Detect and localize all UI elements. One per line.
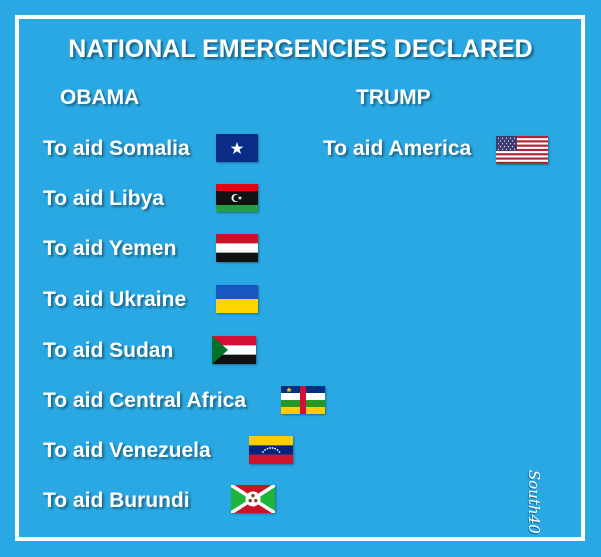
obama-item-venezuela: To aid Venezuela: [43, 439, 211, 462]
obama-item-central-africa: To aid Central Africa: [43, 389, 247, 412]
usa-flag-icon: [496, 136, 548, 164]
page-title: NATIONAL EMERGENCIES DECLARED: [68, 35, 533, 63]
obama-item-burundi: To aid Burundi: [43, 489, 190, 512]
burundi-flag-icon: [231, 485, 275, 513]
obama-heading: OBAMA: [60, 86, 140, 109]
sudan-flag-icon: [212, 336, 256, 364]
obama-item-yemen: To aid Yemen: [43, 237, 177, 260]
poster-border: [15, 15, 585, 541]
somalia-flag-icon: [216, 134, 258, 162]
central-african-republic-flag-icon: [281, 386, 325, 414]
ukraine-flag-icon: [216, 285, 258, 313]
trump-item-america: To aid America: [323, 137, 472, 160]
obama-item-libya: To aid Libya: [43, 187, 164, 210]
trump-heading: TRUMP: [356, 86, 431, 109]
venezuela-flag-icon: [249, 436, 293, 464]
obama-item-ukraine: To aid Ukraine: [43, 288, 187, 311]
obama-item-somalia: To aid Somalia: [43, 137, 190, 160]
libya-flag-icon: [216, 184, 258, 212]
yemen-flag-icon: [216, 234, 258, 262]
artist-signature: South40: [525, 470, 543, 534]
obama-item-sudan: To aid Sudan: [43, 339, 174, 362]
